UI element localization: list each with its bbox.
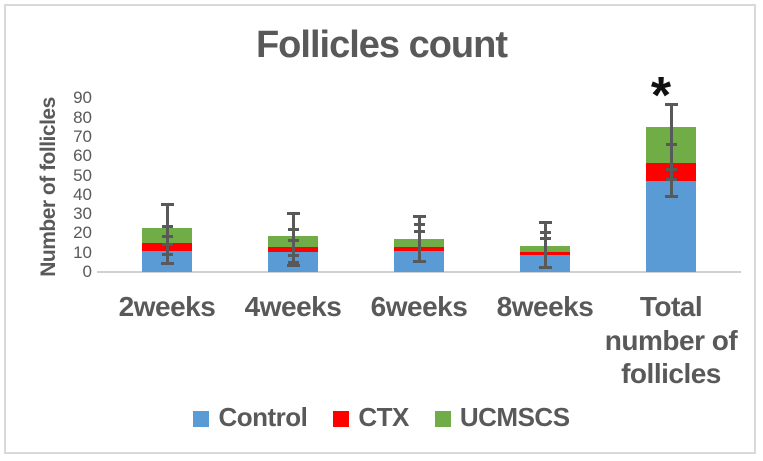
- y-tick-label: 90: [73, 88, 92, 108]
- y-tick-label: 40: [73, 184, 92, 204]
- significance-asterisk: *: [650, 67, 672, 125]
- legend-item-ctx: CTX: [333, 402, 409, 433]
- error-bar-line: [165, 204, 169, 264]
- x-tick-label: Total number of follicles: [604, 291, 738, 390]
- legend-swatch-ctx: [333, 410, 350, 427]
- error-bar-cap: [412, 214, 426, 218]
- y-tick-label: 0: [82, 262, 92, 281]
- legend-label: UCMSCS: [459, 402, 570, 432]
- error-bar-cap: [287, 260, 299, 264]
- legend-item-control: Control: [193, 402, 308, 433]
- error-bar-line: [543, 222, 547, 268]
- x-tick-label: 4weeks: [244, 291, 342, 322]
- error-bar-cap: [665, 168, 677, 172]
- legend-label: CTX: [358, 402, 409, 432]
- error-bar-cap: [287, 254, 299, 258]
- error-bar-cap: [413, 229, 425, 233]
- error-bar-cap: [160, 261, 174, 265]
- error-bar-cap: [665, 177, 677, 181]
- error-bar-cap: [161, 243, 173, 247]
- error-bar-cap: [161, 225, 173, 229]
- chart-title: Follicles count: [255, 24, 508, 66]
- error-bar-cap: [287, 238, 299, 242]
- legend-swatch-control: [193, 410, 210, 427]
- error-bar-cap: [412, 259, 426, 263]
- error-bar-cap: [664, 195, 678, 199]
- x-tick-label: 6weeks: [370, 291, 468, 322]
- error-bar-cap: [161, 234, 173, 238]
- y-tick-label: 10: [73, 242, 92, 262]
- error-bar-line: [669, 104, 673, 197]
- error-bar-cap: [539, 230, 551, 234]
- y-tick-label: 70: [73, 126, 92, 146]
- legend-label: Control: [218, 402, 308, 432]
- x-tick-label: 8weeks: [496, 291, 594, 322]
- error-bar-cap: [286, 211, 300, 215]
- x-axis-line: [97, 271, 741, 273]
- error-bar-cap: [538, 265, 552, 269]
- y-tick-label: 50: [73, 165, 92, 185]
- error-bar-cap: [286, 263, 300, 267]
- legend-item-ucmscs: UCMSCS: [434, 402, 570, 433]
- error-bar-cap: [539, 236, 551, 240]
- y-tick-label: 20: [73, 223, 92, 243]
- figure-border: [4, 4, 756, 454]
- error-bar-cap: [413, 223, 425, 227]
- error-bar-cap: [664, 102, 678, 106]
- y-tick-label: 60: [73, 146, 92, 166]
- y-tick-label: 30: [73, 204, 92, 224]
- error-bar-cap: [665, 143, 677, 147]
- y-tick-label: 80: [73, 107, 92, 127]
- error-bar-cap: [161, 253, 173, 257]
- x-tick-label: 2weeks: [118, 291, 216, 322]
- legend: Control CTX UCMSCS: [0, 402, 763, 433]
- error-bar-cap: [287, 228, 299, 232]
- error-bar-cap: [538, 221, 552, 225]
- error-bar-line: [417, 216, 421, 262]
- legend-swatch-ucmscs: [434, 410, 451, 427]
- error-bar-cap: [160, 202, 174, 206]
